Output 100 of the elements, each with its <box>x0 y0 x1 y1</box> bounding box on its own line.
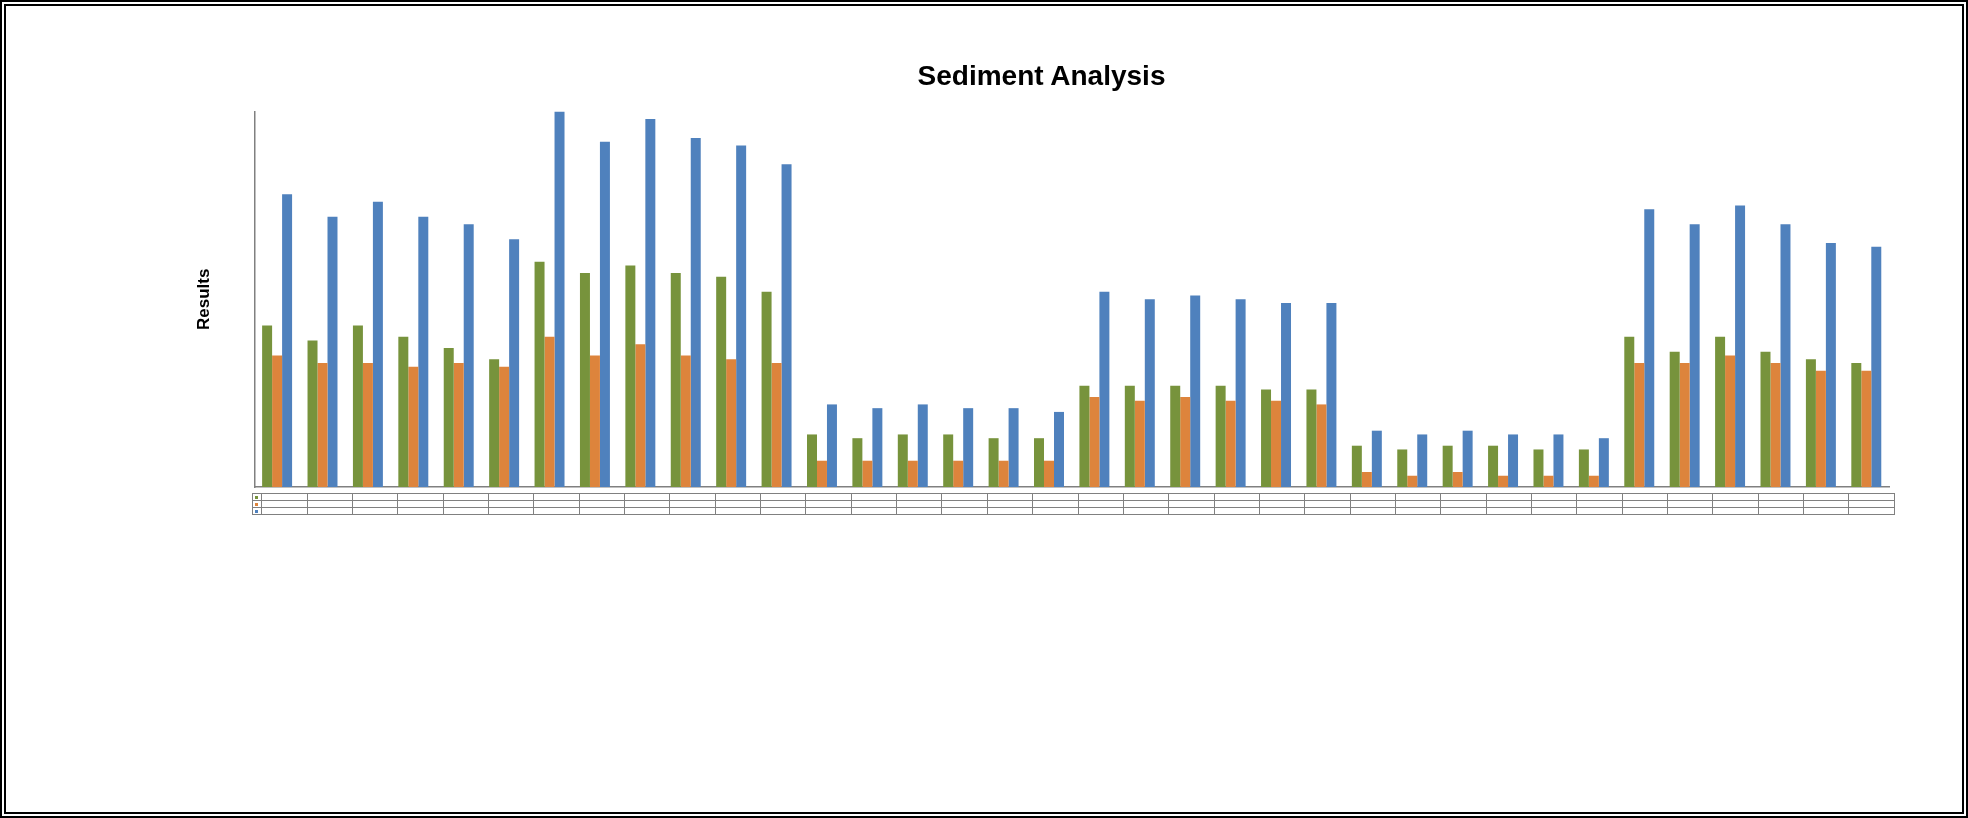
bar <box>998 460 1009 487</box>
bar <box>554 111 565 487</box>
bar <box>1044 460 1054 487</box>
bar <box>1261 389 1272 487</box>
bar <box>1361 471 1372 487</box>
bar <box>1442 445 1453 487</box>
bar <box>1760 351 1771 487</box>
bar <box>1578 449 1589 487</box>
bar <box>1452 471 1463 487</box>
bar <box>1634 363 1645 487</box>
bar <box>408 366 419 487</box>
y-axis-title: Results <box>193 268 213 331</box>
bar <box>599 141 610 487</box>
bar <box>1669 351 1680 487</box>
bar <box>1326 303 1337 487</box>
bar <box>1144 299 1155 487</box>
bar <box>872 408 883 487</box>
bar <box>690 137 701 487</box>
bar <box>1689 224 1700 487</box>
bar <box>1498 475 1509 487</box>
bar <box>1871 246 1882 487</box>
bar <box>1417 434 1428 487</box>
bar <box>1825 242 1836 487</box>
bar <box>862 460 873 487</box>
bar <box>1079 385 1090 487</box>
bar <box>1316 404 1327 487</box>
bar <box>282 194 293 487</box>
bar <box>1725 355 1736 487</box>
bar <box>398 336 409 487</box>
bar <box>816 460 827 487</box>
bar <box>1215 385 1226 487</box>
bar <box>1770 363 1781 487</box>
bar <box>499 366 510 487</box>
bar <box>327 216 338 487</box>
bar <box>372 201 383 487</box>
bar <box>907 460 918 487</box>
bar <box>1281 303 1292 487</box>
bar <box>1462 430 1473 487</box>
bar <box>534 261 545 487</box>
bar <box>963 408 974 487</box>
bar <box>1170 385 1181 487</box>
bar <box>1644 209 1655 487</box>
bar <box>726 359 737 487</box>
bar <box>680 355 691 487</box>
bar <box>917 404 928 487</box>
bar <box>317 363 328 487</box>
bar <box>781 164 792 487</box>
bar <box>1805 359 1816 487</box>
bar <box>1089 396 1100 487</box>
bar <box>509 239 520 487</box>
bar <box>625 265 636 487</box>
bar <box>1780 224 1791 487</box>
bar <box>1508 434 1519 487</box>
bar <box>262 325 273 487</box>
bar <box>1679 363 1690 487</box>
bar <box>1588 475 1599 487</box>
bar <box>1715 336 1726 487</box>
bar <box>771 363 782 487</box>
bar <box>1351 445 1362 487</box>
chart-title: Sediment Analysis <box>917 59 1166 91</box>
bar <box>1488 445 1499 487</box>
bar <box>1543 475 1554 487</box>
bar <box>579 273 590 487</box>
bar <box>761 291 772 487</box>
bar <box>1190 295 1201 487</box>
bar <box>1008 408 1019 487</box>
bar <box>1225 400 1236 487</box>
bar <box>362 363 373 487</box>
bar <box>988 438 999 487</box>
bar <box>1271 400 1282 487</box>
bar <box>1371 430 1382 487</box>
bar <box>453 363 464 487</box>
bar <box>352 325 363 487</box>
bar <box>1533 449 1544 487</box>
bar <box>1124 385 1135 487</box>
bar <box>943 434 954 487</box>
bar <box>1235 299 1246 487</box>
bar <box>544 336 555 487</box>
bar <box>1407 475 1418 487</box>
bar <box>806 434 817 487</box>
bar <box>670 273 681 487</box>
bar <box>443 348 454 487</box>
bar <box>1180 396 1191 487</box>
bar <box>489 359 500 487</box>
bar <box>1598 438 1609 487</box>
bar <box>953 460 964 487</box>
bar <box>1815 370 1826 487</box>
bar <box>272 355 283 487</box>
bar <box>1099 291 1110 487</box>
bar <box>1134 400 1145 487</box>
bar <box>1306 389 1317 487</box>
bar <box>736 145 747 487</box>
bar <box>635 344 646 487</box>
bar <box>1735 205 1746 487</box>
bar <box>589 355 600 487</box>
bar <box>716 276 727 487</box>
bar <box>463 224 474 487</box>
bar <box>307 340 318 487</box>
bar <box>1397 449 1408 487</box>
bar <box>1053 411 1064 487</box>
